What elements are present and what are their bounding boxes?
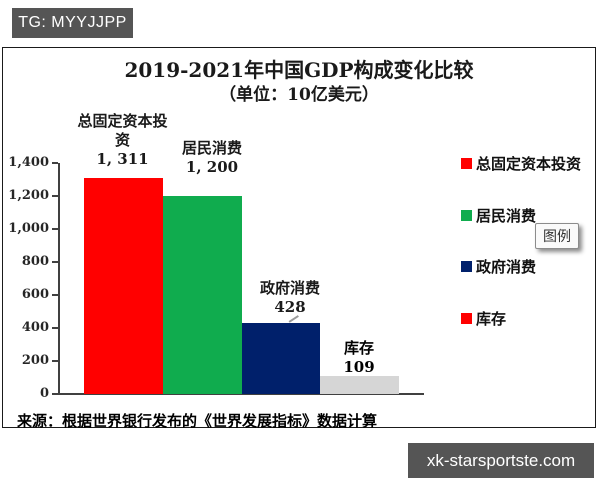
bar-1[interactable] [84, 177, 163, 394]
legend-tooltip-text: 图例 [543, 228, 571, 244]
y-tick-label: 400 [21, 320, 49, 335]
watermark-text: xk-starsportste.com [426, 450, 576, 470]
y-tick-mark [52, 327, 58, 329]
bar-value-label: 1, 200 [185, 158, 239, 176]
chart-subtitle: （单位：10亿美元） [219, 85, 379, 105]
x-axis-line [58, 393, 424, 395]
bar-value-label: 109 [343, 358, 375, 376]
y-tick-mark [52, 228, 58, 230]
chart-title: 2019-2021年中国GDP构成变化比较 [124, 58, 474, 82]
legend-swatch [461, 312, 472, 324]
bar-label-fixed-capital: 总固定资本投资 1, 311 [72, 112, 173, 169]
legend-label: 居民消费 [476, 206, 537, 225]
watermark-text: TG: MYYJJPP [18, 14, 127, 31]
watermark-badge-bottom-right: xk-starsportste.com [408, 443, 594, 478]
y-tick-mark [52, 261, 58, 263]
y-tick-label: 600 [21, 287, 49, 302]
y-tick-mark [52, 360, 58, 362]
y-tick-label: 200 [21, 353, 49, 368]
bar-category-label: 政府消费 [259, 279, 320, 297]
legend-swatch [461, 260, 472, 272]
bar-4[interactable] [320, 376, 399, 394]
legend-swatch [461, 209, 472, 221]
legend-item-3[interactable]: 政府消费 [461, 257, 537, 276]
bar-2[interactable] [162, 196, 242, 394]
bar-category-label: 总固定资本投资 [77, 112, 168, 149]
legend-item-1[interactable]: 总固定资本投资 [461, 154, 582, 173]
y-tick-label: 1,000 [8, 221, 49, 236]
legend-item-2[interactable]: 居民消费 [461, 206, 537, 225]
chart-panel: 2019-2021年中国GDP构成变化比较 （单位：10亿美元） 总固定资本投资… [2, 47, 596, 430]
y-tick-mark [52, 195, 58, 197]
bar-value-label: 1, 311 [96, 150, 149, 168]
legend-label: 库存 [476, 309, 507, 328]
bar-category-label: 居民消费 [181, 139, 242, 157]
y-tick-label: 1,200 [8, 188, 49, 203]
watermark-badge-top-left: TG: MYYJJPP [12, 8, 133, 38]
y-tick-label: 0 [39, 386, 49, 401]
legend: 总固定资本投资 居民消费 政府消费 库存 [3, 48, 595, 427]
bar-value-label: 428 [274, 298, 306, 316]
bar-label-household-consumption: 居民消费 1, 200 [157, 139, 267, 177]
y-tick-label: 800 [21, 254, 49, 269]
y-tick-mark [52, 294, 58, 296]
legend-label: 总固定资本投资 [476, 154, 582, 173]
source-note: 来源：根据世界银行发布的《世界发展指标》数据计算 [17, 412, 378, 430]
legend-swatch [461, 157, 472, 169]
bar-category-label: 库存 [343, 339, 374, 357]
legend-tooltip: 图例 [535, 223, 579, 249]
y-tick-mark [52, 162, 58, 164]
plot-area: 总固定资本投资 1, 311 居民消费 1, 200 政府消费 428 库存 1… [3, 48, 595, 427]
chart-header: 2019-2021年中国GDP构成变化比较 （单位：10亿美元） [3, 58, 595, 106]
y-axis-line [58, 163, 60, 394]
legend-label: 政府消费 [476, 257, 537, 276]
bar-label-inventory: 库存 109 [304, 339, 414, 377]
bar-label-government-consumption: 政府消费 428 [235, 279, 345, 317]
legend-item-4[interactable]: 库存 [461, 309, 507, 328]
bar-3[interactable] [241, 323, 321, 394]
y-tick-mark [52, 393, 58, 395]
y-tick-label: 1,400 [8, 155, 49, 170]
